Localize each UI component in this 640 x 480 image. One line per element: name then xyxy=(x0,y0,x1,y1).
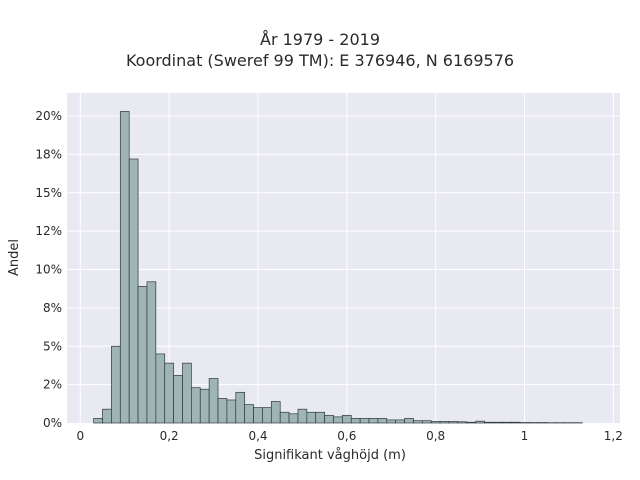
histogram-bar xyxy=(235,391,246,424)
histogram-bar xyxy=(102,408,112,424)
x-axis-label: Signifikant våghöjd (m) xyxy=(254,448,406,463)
histogram-bar xyxy=(137,286,148,424)
histogram-bar xyxy=(146,281,157,424)
histogram-bars xyxy=(93,111,583,424)
x-tick-label: 0 xyxy=(77,429,85,443)
histogram-bar xyxy=(111,345,121,424)
x-tick-label: 0,6 xyxy=(337,429,356,443)
histogram-bar xyxy=(128,158,139,424)
histogram-bar xyxy=(155,353,166,424)
y-tick-label: 12% xyxy=(35,224,62,238)
x-axis-ticks: 0 0,2 0,4 0,6 0,8 1 1,2 xyxy=(77,429,623,443)
histogram-bar xyxy=(395,419,405,424)
histogram-bar xyxy=(182,362,192,424)
histogram-bar xyxy=(421,420,432,424)
histogram-bar xyxy=(439,421,450,424)
histogram-bar xyxy=(368,418,379,424)
histogram-bar xyxy=(386,419,397,424)
histogram-bar xyxy=(164,362,174,424)
x-tick-label: 0,2 xyxy=(160,429,179,443)
histogram-bar xyxy=(244,404,254,424)
histogram-bar xyxy=(297,408,308,424)
histogram-bar xyxy=(501,421,512,424)
y-tick-label: 5% xyxy=(43,339,62,353)
histogram-bar xyxy=(413,420,423,424)
y-tick-label: 10% xyxy=(35,263,62,277)
y-tick-label: 15% xyxy=(35,186,62,200)
x-tick-label: 1,2 xyxy=(604,429,623,443)
histogram-bar xyxy=(270,401,281,424)
histogram-bar xyxy=(119,111,130,424)
y-tick-label: 8% xyxy=(43,301,62,315)
histogram-bar xyxy=(430,421,441,424)
histogram-bar xyxy=(377,418,388,424)
y-axis-label: Andel xyxy=(7,239,22,276)
histogram-bar xyxy=(279,411,290,424)
y-tick-label: 20% xyxy=(35,109,62,123)
grid-lines xyxy=(67,93,620,423)
y-tick-label: 18% xyxy=(35,147,62,161)
histogram-bar xyxy=(448,421,459,424)
y-tick-label: 0% xyxy=(43,416,62,430)
chart-title: År 1979 - 2019 xyxy=(260,30,380,49)
histogram-bar xyxy=(510,421,521,424)
x-tick-label: 0,8 xyxy=(426,429,445,443)
histogram-bar xyxy=(359,418,370,424)
histogram-bar xyxy=(333,416,343,424)
histogram-bar xyxy=(262,407,272,424)
histogram-bar xyxy=(306,411,317,424)
histogram-bar xyxy=(226,399,237,424)
histogram-bar xyxy=(475,420,485,424)
histogram-bar xyxy=(93,418,103,424)
histogram-bar xyxy=(466,421,476,424)
histogram-bar xyxy=(288,413,299,424)
x-tick-label: 0,4 xyxy=(248,429,267,443)
histogram-bar xyxy=(350,418,361,424)
y-tick-label: 2% xyxy=(43,378,62,392)
histogram-bar xyxy=(342,414,352,424)
histogram-bar xyxy=(493,421,503,424)
histogram-bar xyxy=(173,375,183,424)
histogram-bar xyxy=(484,421,494,424)
y-axis-ticks: 0% 2% 5% 8% 10% 12% 15% 18% 20% xyxy=(35,109,62,430)
histogram-bar xyxy=(324,414,334,424)
histogram-bar xyxy=(191,387,201,424)
histogram-bar xyxy=(199,388,210,424)
histogram-bar xyxy=(208,378,219,424)
x-tick-label: 1 xyxy=(521,429,529,443)
histogram-bar xyxy=(404,418,414,424)
histogram-bar xyxy=(457,421,468,424)
chart-subtitle: Koordinat (Sweref 99 TM): E 376946, N 61… xyxy=(125,51,515,70)
histogram-bar xyxy=(253,407,263,424)
histogram-bar xyxy=(217,398,228,424)
histogram-bar xyxy=(315,411,325,424)
